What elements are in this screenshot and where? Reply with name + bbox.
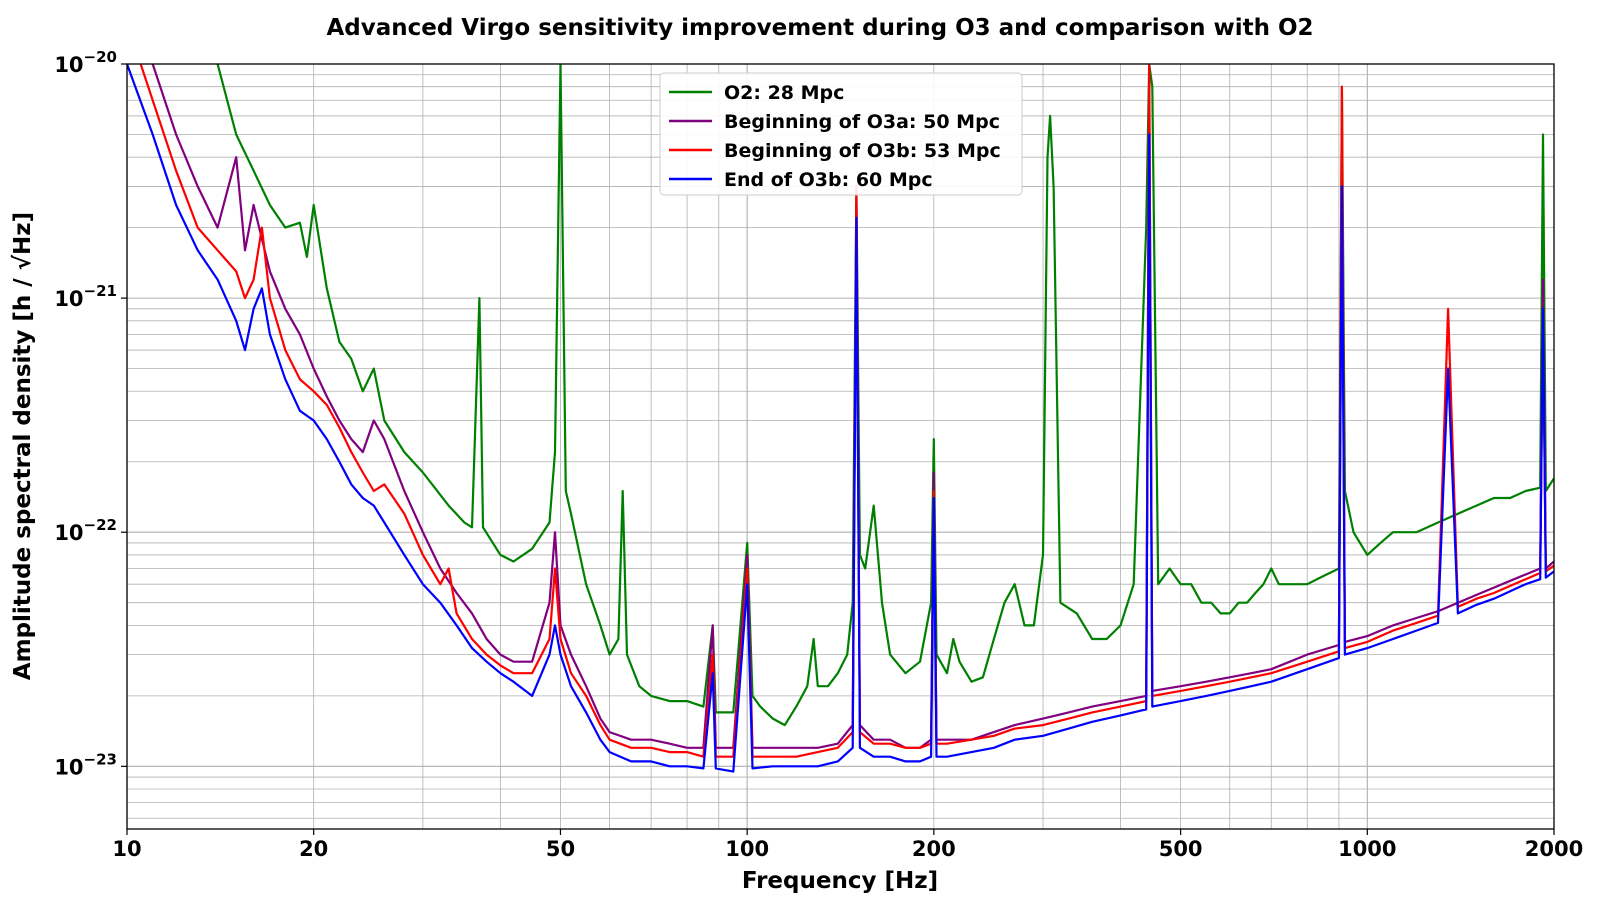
chart-title: Advanced Virgo sensitivity improvement d…	[326, 15, 1313, 41]
x-tick-label: 200	[912, 837, 956, 861]
legend: O2: 28 Mpc Beginning of O3a: 50 Mpc Beginn…	[659, 72, 1023, 196]
legend-label-4: End of O3b: 60 Mpc	[724, 169, 933, 191]
series-line-1	[216, 64, 1554, 727]
legend-label-2: Beginning of O3a: 50 Mpc	[724, 111, 1000, 133]
series-layer	[127, 64, 1554, 773]
series-line-4	[127, 64, 1554, 773]
x-tick-label: 2000	[1525, 837, 1583, 861]
legend-box	[659, 72, 1023, 196]
legend-label-3: Beginning of O3b: 53 Mpc	[724, 140, 1001, 162]
y-tick-label: 10−20	[54, 48, 117, 77]
x-tick-label: 100	[725, 837, 769, 861]
x-tick-label: 1000	[1338, 837, 1396, 861]
x-tick-label: 10	[112, 837, 141, 861]
y-tick-label: 10−21	[54, 282, 117, 311]
x-axis-label: Frequency [Hz]	[742, 868, 938, 894]
plot-frame	[126, 63, 1555, 830]
x-tick-label: 20	[299, 837, 328, 861]
y-axis-label: Amplitude spectral density [h / √Hz]	[10, 212, 36, 680]
legend-label-1: O2: 28 Mpc	[724, 82, 844, 104]
x-tick-label: 500	[1159, 837, 1203, 861]
y-tick-label: 10−22	[54, 516, 117, 545]
x-tick-label: 50	[546, 837, 575, 861]
y-tick-label: 10−23	[54, 750, 117, 779]
axis-ticks: 10 20 50 100 200 500 1000 2000 10−23 10−22 10−21 10…	[54, 48, 1583, 861]
